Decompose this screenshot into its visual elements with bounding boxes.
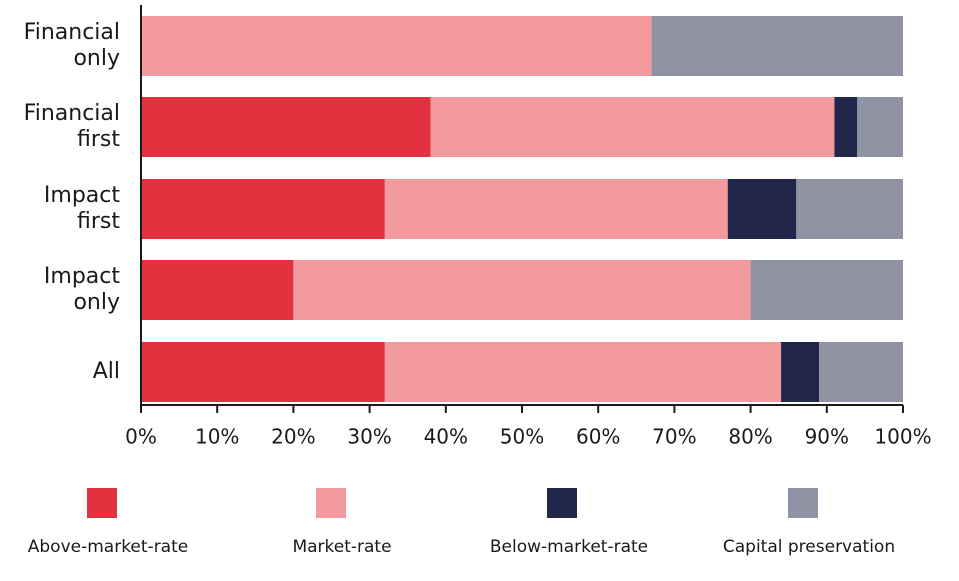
x-tick-label: 0%	[125, 425, 157, 449]
bar-segment	[834, 97, 858, 157]
x-tick-label: 90%	[805, 425, 849, 449]
bar-segment	[141, 179, 385, 239]
legend-label: Market-rate	[292, 537, 391, 557]
legend-swatch	[87, 488, 117, 518]
bar-segment	[141, 97, 431, 157]
bar-segment	[384, 179, 728, 239]
category-label: Financial only	[23, 20, 120, 71]
legend-swatch	[316, 488, 346, 518]
bar-segment	[430, 97, 835, 157]
legend-label: Capital preservation	[723, 537, 895, 557]
bar-segment	[781, 342, 820, 402]
legend-swatch	[547, 488, 577, 518]
x-tick-label: 20%	[271, 425, 315, 449]
x-tick-label: 40%	[424, 425, 468, 449]
bar-segment	[141, 16, 652, 76]
category-label: Financial first	[23, 101, 120, 152]
bar-segment	[293, 260, 751, 320]
legend-label: Below-market-rate	[490, 537, 648, 557]
x-tick-label: 80%	[728, 425, 772, 449]
x-tick-label: 100%	[874, 425, 931, 449]
x-tick-label: 30%	[347, 425, 391, 449]
bar-segment	[727, 179, 797, 239]
bar-segment	[651, 16, 903, 76]
bar-segment	[857, 97, 903, 157]
category-label: Impact first	[43, 183, 120, 234]
bar-segment	[384, 342, 782, 402]
x-tick-label: 10%	[195, 425, 239, 449]
bar-segment	[819, 342, 903, 402]
category-label: Impact only	[43, 264, 120, 315]
x-tick-label: 50%	[500, 425, 544, 449]
x-tick-label: 70%	[652, 425, 696, 449]
bar-segment	[750, 260, 903, 320]
x-tick-label: 60%	[576, 425, 620, 449]
category-label: All	[92, 359, 120, 384]
bar-segment	[141, 342, 385, 402]
bar-segment	[141, 260, 294, 320]
legend-label: Above-market-rate	[28, 537, 188, 557]
legend-swatch	[788, 488, 818, 518]
bar-segment	[796, 179, 903, 239]
